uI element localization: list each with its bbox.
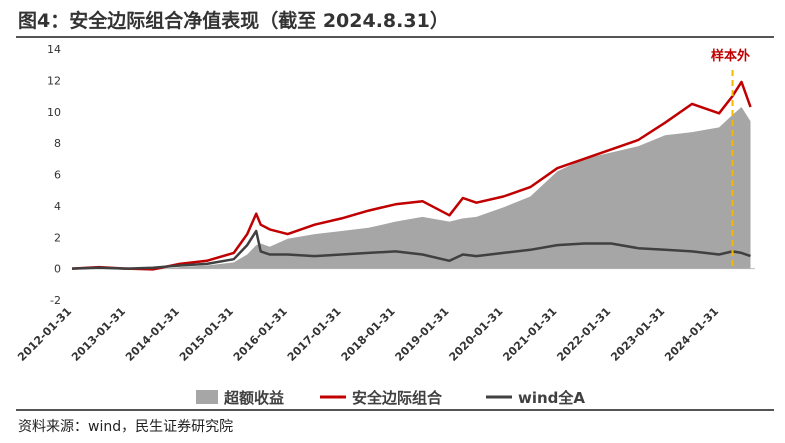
out-of-sample-label: 样本外 xyxy=(711,48,750,64)
x-tick-label: 2021-01-31 xyxy=(500,305,559,364)
title-rule xyxy=(16,36,774,38)
x-tick-label: 2018-01-31 xyxy=(339,305,398,364)
y-tick-label: 12 xyxy=(47,74,61,87)
series-area-excess xyxy=(72,107,751,271)
x-tick-label: 2012-01-31 xyxy=(15,305,74,364)
page-title: 图4：安全边际组合净值表现（截至 2024.8.31） xyxy=(18,10,449,32)
legend-item-wind: wind全A xyxy=(486,389,585,407)
y-tick-label: 14 xyxy=(47,43,61,56)
y-tick-label: 4 xyxy=(54,200,61,213)
x-tick-label: 2019-01-31 xyxy=(393,305,452,364)
legend-item-portfolio: 安全边际组合 xyxy=(320,389,443,407)
x-tick-label: 2020-01-31 xyxy=(447,305,506,364)
x-tick-label: 2023-01-31 xyxy=(608,305,667,364)
x-axis: 2012-01-312013-01-312014-01-312015-01-31… xyxy=(15,268,755,364)
x-tick-label: 2017-01-31 xyxy=(285,305,344,364)
y-axis: -2 0 2 4 6 8 10 12 14 xyxy=(47,43,61,307)
x-tick-label: 2015-01-31 xyxy=(177,305,236,364)
x-tick-label: 2016-01-31 xyxy=(231,305,290,364)
legend-swatch xyxy=(196,390,218,404)
plot-area: 样本外 xyxy=(71,48,752,271)
y-tick-label: 8 xyxy=(54,137,61,150)
source-rule xyxy=(16,409,774,411)
x-tick-label: 2013-01-31 xyxy=(69,305,128,364)
source-note: 资料来源：wind，民生证券研究院 xyxy=(18,419,234,435)
legend-label: wind全A xyxy=(518,389,585,407)
legend-label: 安全边际组合 xyxy=(352,389,443,407)
series-line-portfolio xyxy=(71,80,752,271)
x-tick-label: 2024-01-31 xyxy=(662,305,721,364)
x-tick-label: 2022-01-31 xyxy=(554,305,613,364)
series-line-wind xyxy=(71,229,751,270)
x-tick-label: 2014-01-31 xyxy=(123,305,182,364)
y-tick-label: 2 xyxy=(54,231,61,244)
y-tick-label: 10 xyxy=(47,106,61,119)
y-tick-label: -2 xyxy=(50,294,61,307)
y-tick-label: 6 xyxy=(54,169,61,182)
legend-item-excess: 超额收益 xyxy=(196,389,284,407)
y-tick-label: 0 xyxy=(54,263,61,276)
legend-label: 超额收益 xyxy=(223,389,284,407)
legend: 超额收益 安全边际组合 wind全A xyxy=(196,389,585,407)
